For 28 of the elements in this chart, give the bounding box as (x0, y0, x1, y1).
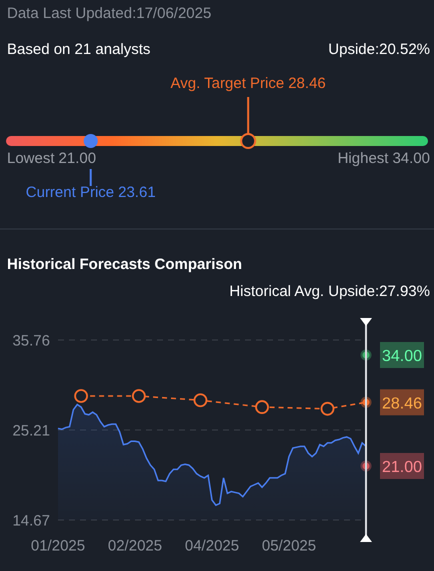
y-tick-label: 14.67 (12, 512, 50, 530)
y-tick-label: 35.76 (12, 332, 50, 350)
point (74, 389, 88, 403)
data-label: 21.00 (58, 150, 96, 167)
point (255, 400, 269, 414)
chart-title: Historical Forecasts Comparison (7, 256, 242, 273)
y-tick-label: 25.21 (12, 422, 50, 440)
x-tick-label: 04/2025 (184, 538, 240, 555)
x-tick-label: 01/2025 (30, 538, 86, 555)
chart-subtitle: Historical Avg. Upside:27.93% (229, 283, 430, 300)
data-label: 28.46 (382, 395, 422, 412)
data-label: 23.61 (118, 184, 156, 201)
data-label: 34.00 (382, 348, 422, 366)
category-label: Lowest (7, 150, 55, 167)
text: Based on 21 analysts (7, 41, 150, 58)
category-label: Highest (338, 150, 388, 167)
text: Upside:20.52% (328, 41, 430, 58)
point (320, 402, 334, 416)
data-label: 34.00 (392, 150, 430, 167)
data-label: 28.46 (288, 75, 326, 92)
text: Data Last Updated:17/06/2025 (7, 5, 212, 22)
x-tick-label: 02/2025 (108, 538, 162, 555)
point (194, 393, 208, 408)
category-label: Current Price (26, 184, 114, 201)
point (132, 389, 146, 403)
category-label: Avg. Target Price (170, 75, 284, 92)
data-label: 21.00 (382, 458, 422, 476)
x-tick-label: 05/2025 (262, 538, 316, 555)
